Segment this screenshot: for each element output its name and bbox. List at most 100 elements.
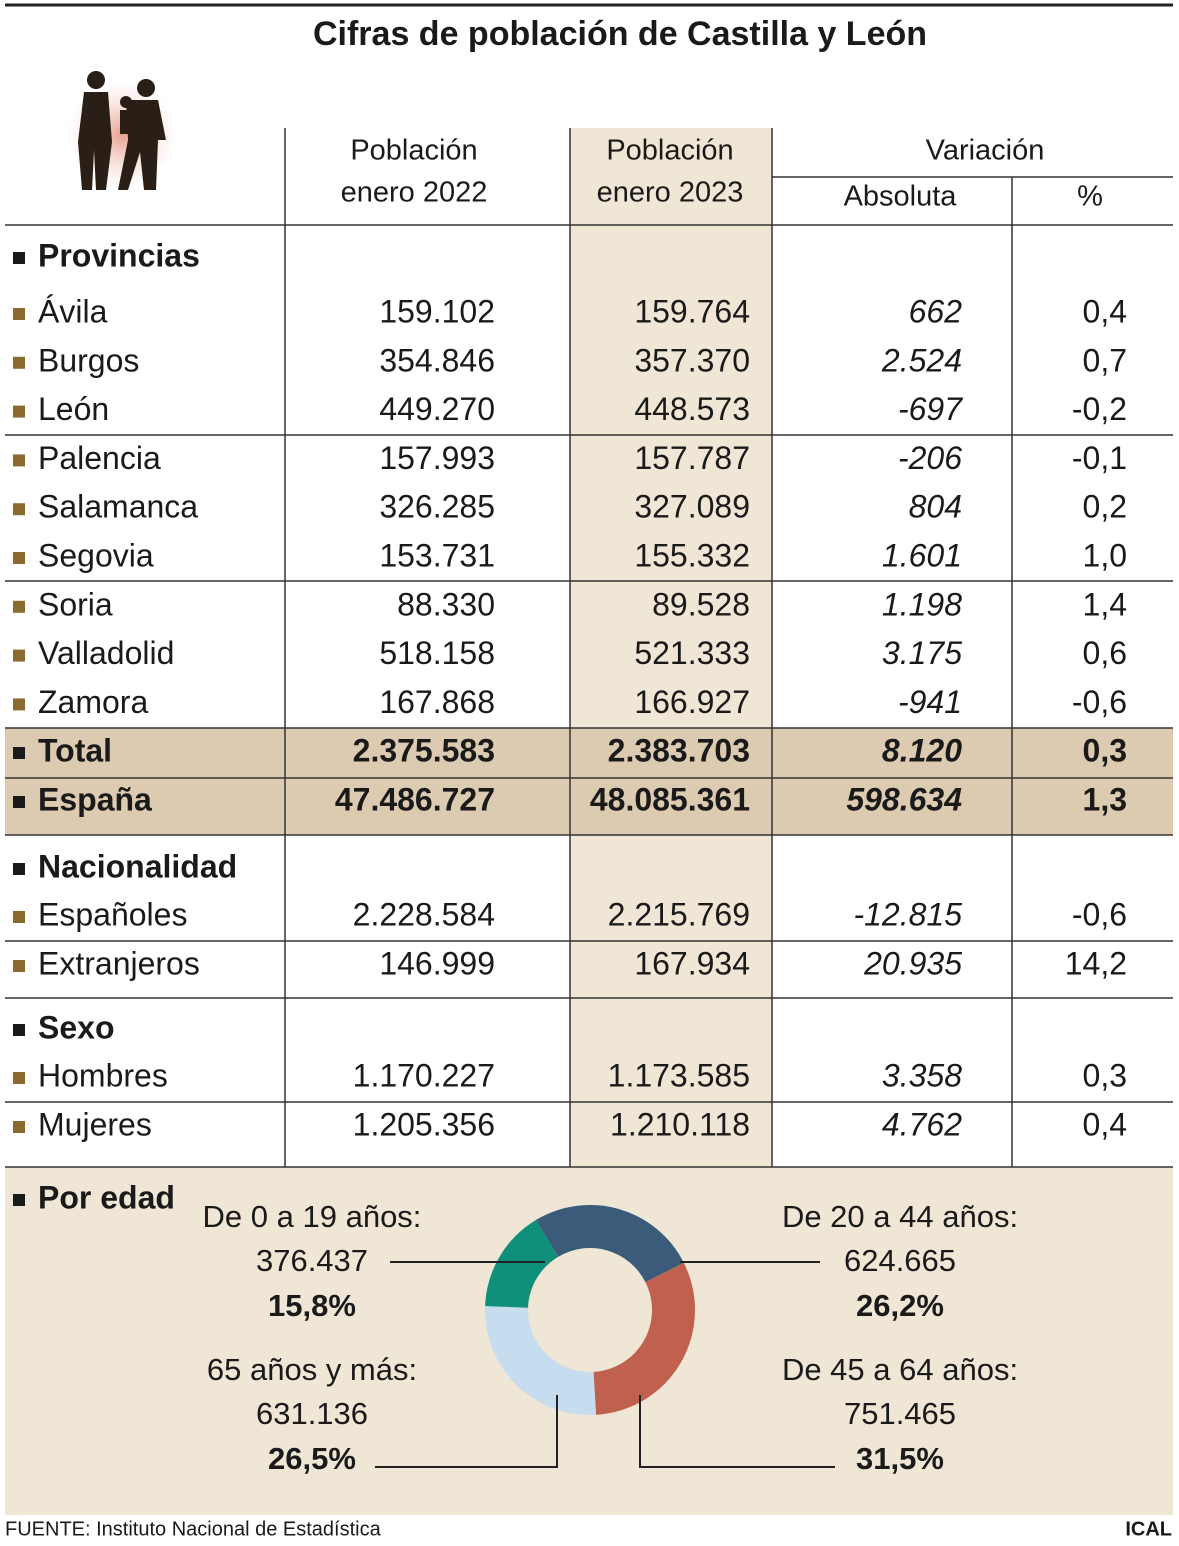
- age-label: De 20 a 44 años:: [782, 1199, 1018, 1234]
- cell: 449.270: [379, 391, 495, 427]
- cell: -206: [898, 440, 962, 476]
- cell: 354.846: [379, 342, 495, 378]
- cell: 0,3: [1083, 732, 1127, 768]
- cell: 166.927: [634, 684, 750, 720]
- section-title: Nacionalidad: [38, 848, 237, 884]
- row-bullet: [13, 503, 25, 516]
- highlight-column: [570, 128, 772, 1167]
- cell: 0,3: [1083, 1057, 1127, 1093]
- cell: 662: [909, 293, 963, 329]
- row-label: Valladolid: [38, 635, 174, 671]
- row-label: Salamanca: [38, 489, 198, 525]
- cell: 1.198: [882, 586, 962, 622]
- cell: 0,7: [1083, 342, 1127, 378]
- cell: 326.285: [379, 489, 495, 525]
- cell: 598.634: [846, 781, 962, 817]
- row-bullet: [13, 698, 25, 711]
- age-label: De 45 a 64 años:: [782, 1352, 1018, 1387]
- cell: 0,2: [1083, 489, 1127, 525]
- cell: 88.330: [397, 586, 495, 622]
- age-percent: 15,8%: [268, 1288, 356, 1323]
- cell: 155.332: [634, 537, 750, 573]
- row-label: Extranjeros: [38, 945, 200, 981]
- row-label: Burgos: [38, 342, 139, 378]
- section-title: Por edad: [38, 1179, 175, 1215]
- cell: 0,4: [1083, 293, 1127, 329]
- cell: -0,6: [1072, 684, 1127, 720]
- cell: 159.764: [634, 293, 750, 329]
- row-label: Palencia: [38, 440, 161, 476]
- column-header: enero 2023: [597, 177, 744, 209]
- totals-band: [5, 728, 1173, 835]
- leader-line: [639, 1395, 835, 1468]
- row-label: Mujeres: [38, 1106, 152, 1142]
- row-bullet: [13, 600, 25, 613]
- cell: 1.170.227: [353, 1057, 495, 1093]
- section-title: Sexo: [38, 1009, 114, 1045]
- row-label: Españoles: [38, 896, 187, 932]
- cell: 167.934: [634, 945, 750, 981]
- cell: 157.787: [634, 440, 750, 476]
- row-label: España: [38, 781, 152, 817]
- row-bullet: [13, 911, 25, 923]
- cell: -12.815: [853, 896, 962, 932]
- cell: 157.993: [379, 440, 495, 476]
- cell: 1.173.585: [608, 1057, 750, 1093]
- cell: 4.762: [882, 1106, 962, 1142]
- column-header: Variación: [926, 135, 1045, 167]
- source: FUENTE: Instituto Nacional de Estadístic…: [5, 1518, 382, 1540]
- cell: 521.333: [634, 635, 750, 671]
- cell: 1,3: [1083, 781, 1127, 817]
- cell: 2.215.769: [608, 896, 750, 932]
- cell: 0,4: [1083, 1106, 1127, 1142]
- row-bullet: [13, 960, 25, 972]
- row-label: Hombres: [38, 1057, 168, 1093]
- cell: 327.089: [634, 489, 750, 525]
- row-bullet: [13, 649, 25, 662]
- row-label: Segovia: [38, 537, 154, 573]
- cell: 8.120: [882, 732, 962, 768]
- row-bullet: [13, 1072, 25, 1084]
- section-bullet: [13, 1024, 25, 1036]
- cell: -0,2: [1072, 391, 1127, 427]
- donut-segment: [535, 1205, 684, 1283]
- section-bullet: [13, 863, 25, 875]
- cell: 448.573: [634, 391, 750, 427]
- cell: 47.486.727: [335, 781, 495, 817]
- row-label: Ávila: [38, 293, 108, 329]
- age-percent: 31,5%: [856, 1441, 944, 1476]
- age-value: 631.136: [256, 1396, 368, 1431]
- column-header: Absoluta: [844, 181, 958, 213]
- leader-line: [375, 1395, 558, 1468]
- cell: 357.370: [634, 342, 750, 378]
- cell: 3.175: [882, 635, 962, 671]
- cell: -697: [898, 391, 963, 427]
- row-label: León: [38, 391, 109, 427]
- cell: 1,0: [1083, 537, 1127, 573]
- section-bullet: [13, 1194, 25, 1206]
- row-label: Soria: [38, 586, 113, 622]
- row-label: Total: [38, 732, 112, 768]
- cell: 48.085.361: [590, 781, 750, 817]
- row-bullet: [13, 356, 25, 369]
- age-value: 624.665: [844, 1243, 956, 1278]
- cell: 2.228.584: [353, 896, 495, 932]
- cell: -0,6: [1072, 896, 1127, 932]
- donut-segment: [485, 1306, 597, 1415]
- cell: 0,6: [1083, 635, 1127, 671]
- cell: 14,2: [1065, 945, 1127, 981]
- column-header: Población: [350, 135, 477, 167]
- row-bullet: [13, 747, 25, 759]
- donut-segment: [485, 1219, 559, 1308]
- cell: 1,4: [1083, 586, 1127, 622]
- row-bullet: [13, 454, 25, 467]
- people-icon: [67, 71, 177, 190]
- section-bullet: [13, 252, 25, 264]
- cell: -0,1: [1072, 440, 1127, 476]
- cell: 1.210.118: [610, 1106, 750, 1142]
- row-label: Zamora: [38, 684, 148, 720]
- credit: ICAL: [1125, 1518, 1172, 1540]
- cell: 3.358: [882, 1057, 962, 1093]
- age-value: 751.465: [844, 1396, 956, 1431]
- age-value: 376.437: [256, 1243, 368, 1278]
